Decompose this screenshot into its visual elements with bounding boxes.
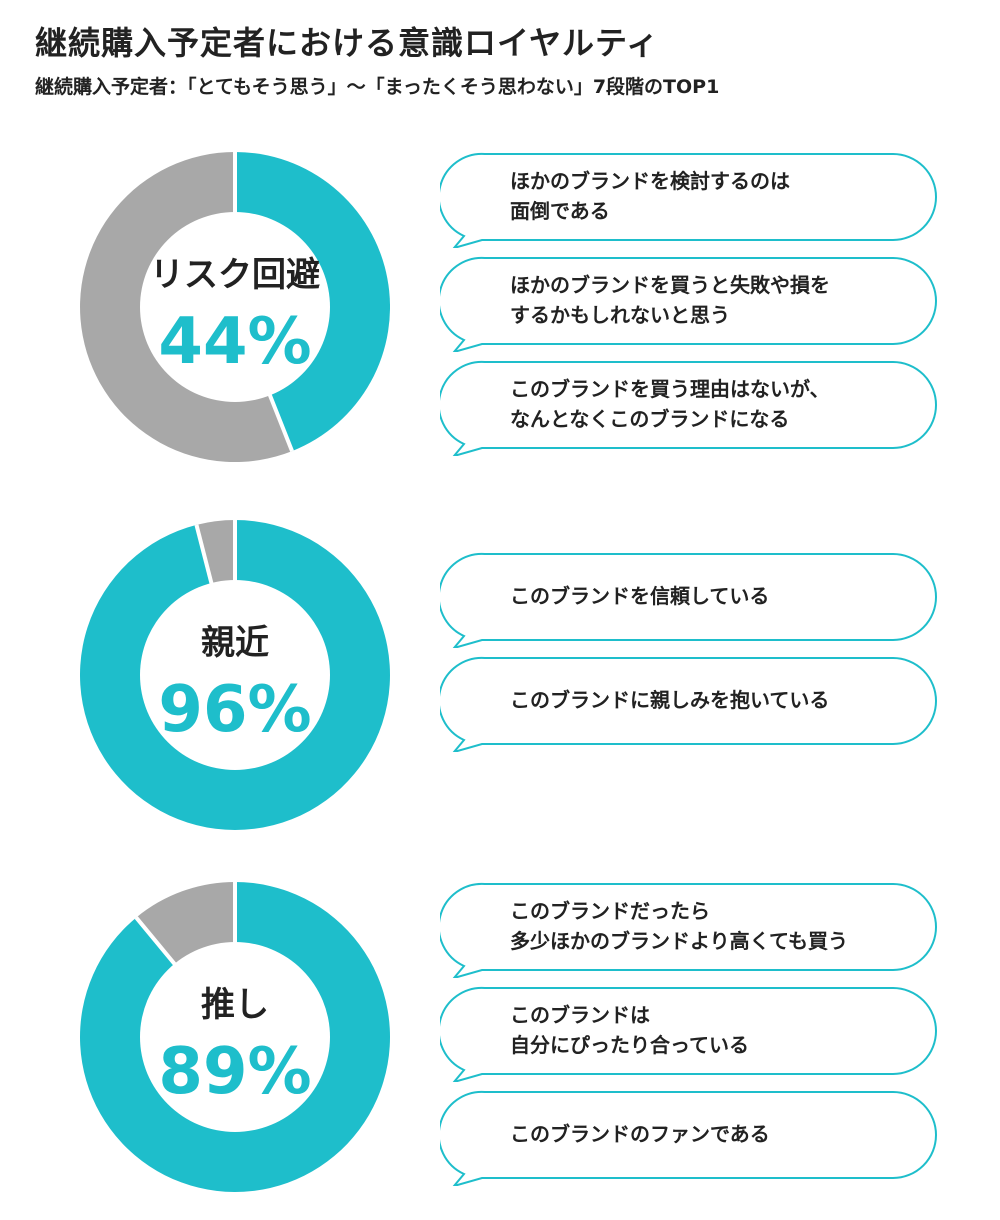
reason-line: このブランドのファンである — [510, 1122, 770, 1146]
bubble-outline — [440, 656, 937, 752]
donut-hole — [140, 942, 330, 1132]
reason-text: このブランドに親しみを抱いている — [510, 656, 906, 744]
chart-title: 継続購入予定者における意識ロイヤルティ — [35, 24, 660, 62]
donut-svg: 親近 96% — [80, 520, 390, 830]
reason-text: このブランドのファンである — [510, 1090, 906, 1178]
bubble-outline — [440, 882, 937, 978]
reason-bubble: このブランドは 自分にぴったり合っている — [440, 986, 937, 1082]
reason-bubble: このブランドを買う理由はないが、 なんとなくこのブランドになる — [440, 360, 937, 456]
donut-svg: 推し 89% — [80, 882, 390, 1192]
reason-line: なんとなくこのブランドになる — [510, 407, 790, 431]
segment-percent: 89% — [158, 1035, 311, 1109]
bubble-outline — [440, 152, 937, 248]
bubble-shape — [440, 1090, 937, 1186]
bubble-shape — [440, 360, 937, 456]
reason-line: 自分にぴったり合っている — [510, 1033, 749, 1057]
reason-line: ほかのブランドを買うと失敗や損を — [510, 273, 830, 297]
bubble-shape — [440, 552, 937, 648]
reason-line: ほかのブランドを検討するのは — [510, 169, 790, 193]
donut-chart: リスク回避 44% — [80, 152, 390, 462]
donut-hole — [140, 212, 330, 402]
reason-bubble: ほかのブランドを検討するのは 面倒である — [440, 152, 937, 248]
donut-chart: 親近 96% — [80, 520, 390, 830]
reason-text: このブランドだったら 多少ほかのブランドより高くても買う — [510, 882, 906, 970]
bubble-outline — [440, 256, 937, 352]
segment-label: 推し — [201, 985, 269, 1025]
reason-text: このブランドは 自分にぴったり合っている — [510, 986, 906, 1074]
reason-line: 多少ほかのブランドより高くても買う — [510, 929, 848, 953]
reason-line: このブランドに親しみを抱いている — [510, 688, 830, 712]
bubble-outline — [440, 986, 937, 1082]
segment-label: リスク回避 — [150, 255, 320, 295]
segment-label: 親近 — [201, 623, 269, 663]
reason-text: ほかのブランドを買うと失敗や損を するかもしれないと思う — [510, 256, 906, 344]
chart-subtitle: 継続購入予定者：「とてもそう思う」〜「まったくそう思わない」7段階のTOP1 — [35, 76, 720, 98]
reason-line: するかもしれないと思う — [510, 303, 730, 327]
bubble-shape — [440, 882, 937, 978]
bubble-outline — [440, 552, 937, 648]
segment-percent: 96% — [158, 673, 311, 747]
reason-line: 面倒である — [510, 199, 610, 223]
reason-text: このブランドを買う理由はないが、 なんとなくこのブランドになる — [510, 360, 906, 448]
bubble-outline — [440, 360, 937, 456]
reason-line: このブランドだったら — [510, 899, 710, 923]
bubble-shape — [440, 152, 937, 248]
reason-text: このブランドを信頼している — [510, 552, 906, 640]
reason-bubble: このブランドだったら 多少ほかのブランドより高くても買う — [440, 882, 937, 978]
donut-hole — [140, 580, 330, 770]
reason-bubble: このブランドのファンである — [440, 1090, 937, 1186]
reason-bubble: このブランドに親しみを抱いている — [440, 656, 937, 752]
donut-svg: リスク回避 44% — [80, 152, 390, 462]
segment-percent: 44% — [158, 305, 311, 379]
bubble-shape — [440, 656, 937, 752]
reason-text: ほかのブランドを検討するのは 面倒である — [510, 152, 906, 240]
bubble-outline — [440, 1090, 937, 1186]
reason-bubble: このブランドを信頼している — [440, 552, 937, 648]
reason-line: このブランドを信頼している — [510, 584, 770, 608]
reason-line: このブランドは — [510, 1003, 650, 1027]
donut-chart: 推し 89% — [80, 882, 390, 1192]
reason-bubble: ほかのブランドを買うと失敗や損を するかもしれないと思う — [440, 256, 937, 352]
bubble-shape — [440, 986, 937, 1082]
reason-line: このブランドを買う理由はないが、 — [510, 377, 830, 401]
bubble-shape — [440, 256, 937, 352]
